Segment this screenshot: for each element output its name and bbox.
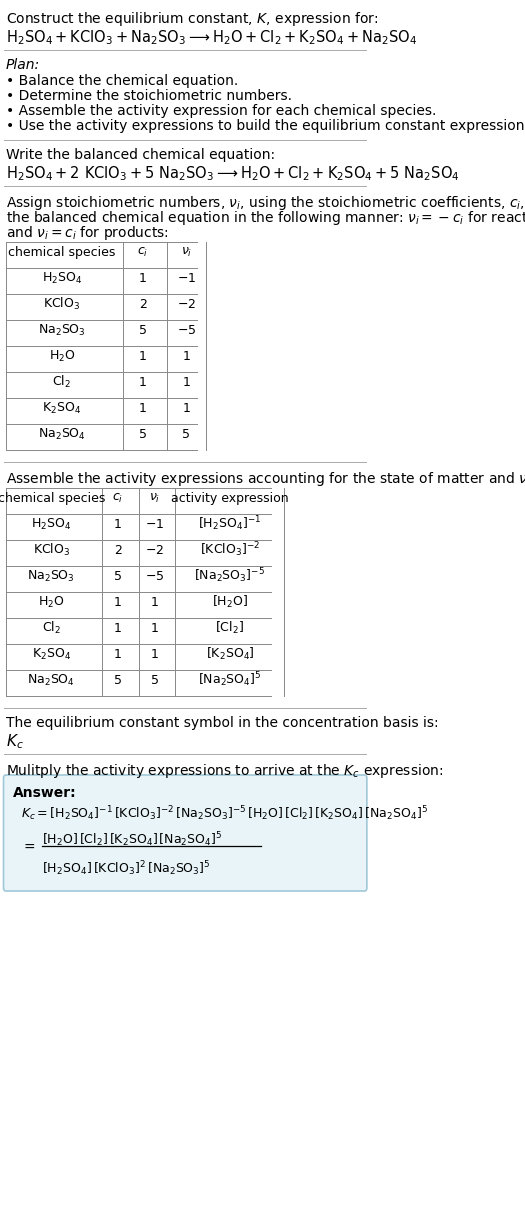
Text: Answer:: Answer: [13,786,76,800]
Text: 1: 1 [139,272,146,284]
Text: 1: 1 [182,350,190,362]
Text: $=$: $=$ [21,838,36,853]
Text: 1: 1 [139,401,146,415]
Text: $[\mathrm{H_2O}]$: $[\mathrm{H_2O}]$ [212,594,248,610]
Text: 5: 5 [182,427,190,441]
Text: $\mathrm{Na_2SO_4}$: $\mathrm{Na_2SO_4}$ [38,426,86,442]
Text: $\mathrm{Cl_2}$: $\mathrm{Cl_2}$ [52,375,71,390]
Text: $-5$: $-5$ [145,569,164,583]
Text: 2: 2 [139,297,146,311]
Text: $[\mathrm{Na_2SO_3}]^{-5}$: $[\mathrm{Na_2SO_3}]^{-5}$ [194,567,265,585]
Text: $\mathrm{Na_2SO_4}$: $\mathrm{Na_2SO_4}$ [27,672,76,688]
Text: 1: 1 [151,622,159,634]
Text: $\mathrm{Cl_2}$: $\mathrm{Cl_2}$ [42,619,61,636]
Text: 5: 5 [139,427,146,441]
Text: 1: 1 [151,647,159,661]
Text: 1: 1 [151,596,159,608]
Text: 1: 1 [182,376,190,388]
Text: 1: 1 [182,401,190,415]
Text: Assign stoichiometric numbers, $\nu_i$, using the stoichiometric coefficients, $: Assign stoichiometric numbers, $\nu_i$, … [6,193,525,212]
Text: $-1$: $-1$ [145,518,164,530]
Text: activity expression: activity expression [171,492,289,504]
Text: $-2$: $-2$ [177,297,196,311]
Text: Construct the equilibrium constant, $K$, expression for:: Construct the equilibrium constant, $K$,… [6,10,378,28]
Text: Mulitply the activity expressions to arrive at the $K_c$ expression:: Mulitply the activity expressions to arr… [6,763,443,780]
Text: $[\mathrm{Na_2SO_4}]^5$: $[\mathrm{Na_2SO_4}]^5$ [198,671,261,689]
Text: chemical species: chemical species [8,246,116,258]
Text: 5: 5 [114,569,122,583]
Text: $\mathrm{KClO_3}$: $\mathrm{KClO_3}$ [44,296,80,312]
Text: chemical species: chemical species [0,492,105,504]
Text: • Determine the stoichiometric numbers.: • Determine the stoichiometric numbers. [6,89,291,103]
Text: $\mathrm{H_2SO_4}$: $\mathrm{H_2SO_4}$ [42,271,82,285]
Text: • Assemble the activity expression for each chemical species.: • Assemble the activity expression for e… [6,104,436,118]
Text: Plan:: Plan: [6,58,40,72]
Text: 5: 5 [139,323,146,337]
Text: $[\mathrm{H_2SO_4}]^{-1}$: $[\mathrm{H_2SO_4}]^{-1}$ [198,514,261,534]
Text: Write the balanced chemical equation:: Write the balanced chemical equation: [6,148,275,162]
Text: $c_i$: $c_i$ [137,246,148,258]
Text: 1: 1 [114,647,122,661]
FancyBboxPatch shape [4,775,367,891]
Text: 5: 5 [114,673,122,687]
Text: 1: 1 [114,622,122,634]
Text: 1: 1 [114,596,122,608]
Text: $-5$: $-5$ [176,323,196,337]
Text: $\mathrm{K_2SO_4}$: $\mathrm{K_2SO_4}$ [32,646,71,661]
Text: $[\mathrm{KClO_3}]^{-2}$: $[\mathrm{KClO_3}]^{-2}$ [200,541,260,559]
Text: 1: 1 [139,376,146,388]
Text: $\mathrm{Na_2SO_3}$: $\mathrm{Na_2SO_3}$ [38,322,86,338]
Text: $\mathrm{K_2SO_4}$: $\mathrm{K_2SO_4}$ [43,400,81,416]
Text: • Balance the chemical equation.: • Balance the chemical equation. [6,73,238,88]
Text: $\mathrm{KClO_3}$: $\mathrm{KClO_3}$ [33,542,70,558]
Text: The equilibrium constant symbol in the concentration basis is:: The equilibrium constant symbol in the c… [6,716,438,730]
Text: 1: 1 [139,350,146,362]
Text: $K_c$: $K_c$ [6,732,23,750]
Text: $\mathrm{H_2O}$: $\mathrm{H_2O}$ [38,595,65,610]
Text: 2: 2 [114,543,122,557]
Text: $\nu_i$: $\nu_i$ [181,246,192,258]
Text: $c_i$: $c_i$ [112,492,123,504]
Text: $\mathrm{H_2SO_4 + 2\ KClO_3 + 5\ Na_2SO_3 \longrightarrow H_2O + Cl_2 + K_2SO_4: $\mathrm{H_2SO_4 + 2\ KClO_3 + 5\ Na_2SO… [6,164,459,182]
Text: • Use the activity expressions to build the equilibrium constant expression.: • Use the activity expressions to build … [6,119,525,133]
Text: $[\mathrm{H_2SO_4}]\,[\mathrm{KClO_3}]^2\,[\mathrm{Na_2SO_3}]^5$: $[\mathrm{H_2SO_4}]\,[\mathrm{KClO_3}]^2… [42,859,211,878]
Text: $\mathrm{H_2SO_4}$: $\mathrm{H_2SO_4}$ [32,517,71,531]
Text: $[\mathrm{K_2SO_4}]$: $[\mathrm{K_2SO_4}]$ [205,646,254,662]
Text: $\nu_i$: $\nu_i$ [149,492,160,504]
Text: 5: 5 [151,673,159,687]
Text: the balanced chemical equation in the following manner: $\nu_i = -c_i$ for react: the balanced chemical equation in the fo… [6,209,525,226]
Text: 1: 1 [114,518,122,530]
Text: $\mathrm{H_2O}$: $\mathrm{H_2O}$ [49,349,75,364]
Text: $\mathrm{H_2SO_4 + KClO_3 + Na_2SO_3 \longrightarrow H_2O + Cl_2 + K_2SO_4 + Na_: $\mathrm{H_2SO_4 + KClO_3 + Na_2SO_3 \lo… [6,28,417,47]
Text: Assemble the activity expressions accounting for the state of matter and $\nu_i$: Assemble the activity expressions accoun… [6,470,525,488]
Text: $-2$: $-2$ [145,543,164,557]
Text: $[\mathrm{H_2O}]\,[\mathrm{Cl_2}]\,[\mathrm{K_2SO_4}]\,[\mathrm{Na_2SO_4}]^5$: $[\mathrm{H_2O}]\,[\mathrm{Cl_2}]\,[\mat… [42,830,223,848]
Text: $-1$: $-1$ [176,272,196,284]
Text: and $\nu_i = c_i$ for products:: and $\nu_i = c_i$ for products: [6,224,169,242]
Text: $\mathrm{Na_2SO_3}$: $\mathrm{Na_2SO_3}$ [27,568,75,584]
Text: $K_c = [\mathrm{H_2SO_4}]^{-1}\,[\mathrm{KClO_3}]^{-2}\,[\mathrm{Na_2SO_3}]^{-5}: $K_c = [\mathrm{H_2SO_4}]^{-1}\,[\mathrm… [21,804,428,823]
Text: $[\mathrm{Cl_2}]$: $[\mathrm{Cl_2}]$ [215,619,244,636]
